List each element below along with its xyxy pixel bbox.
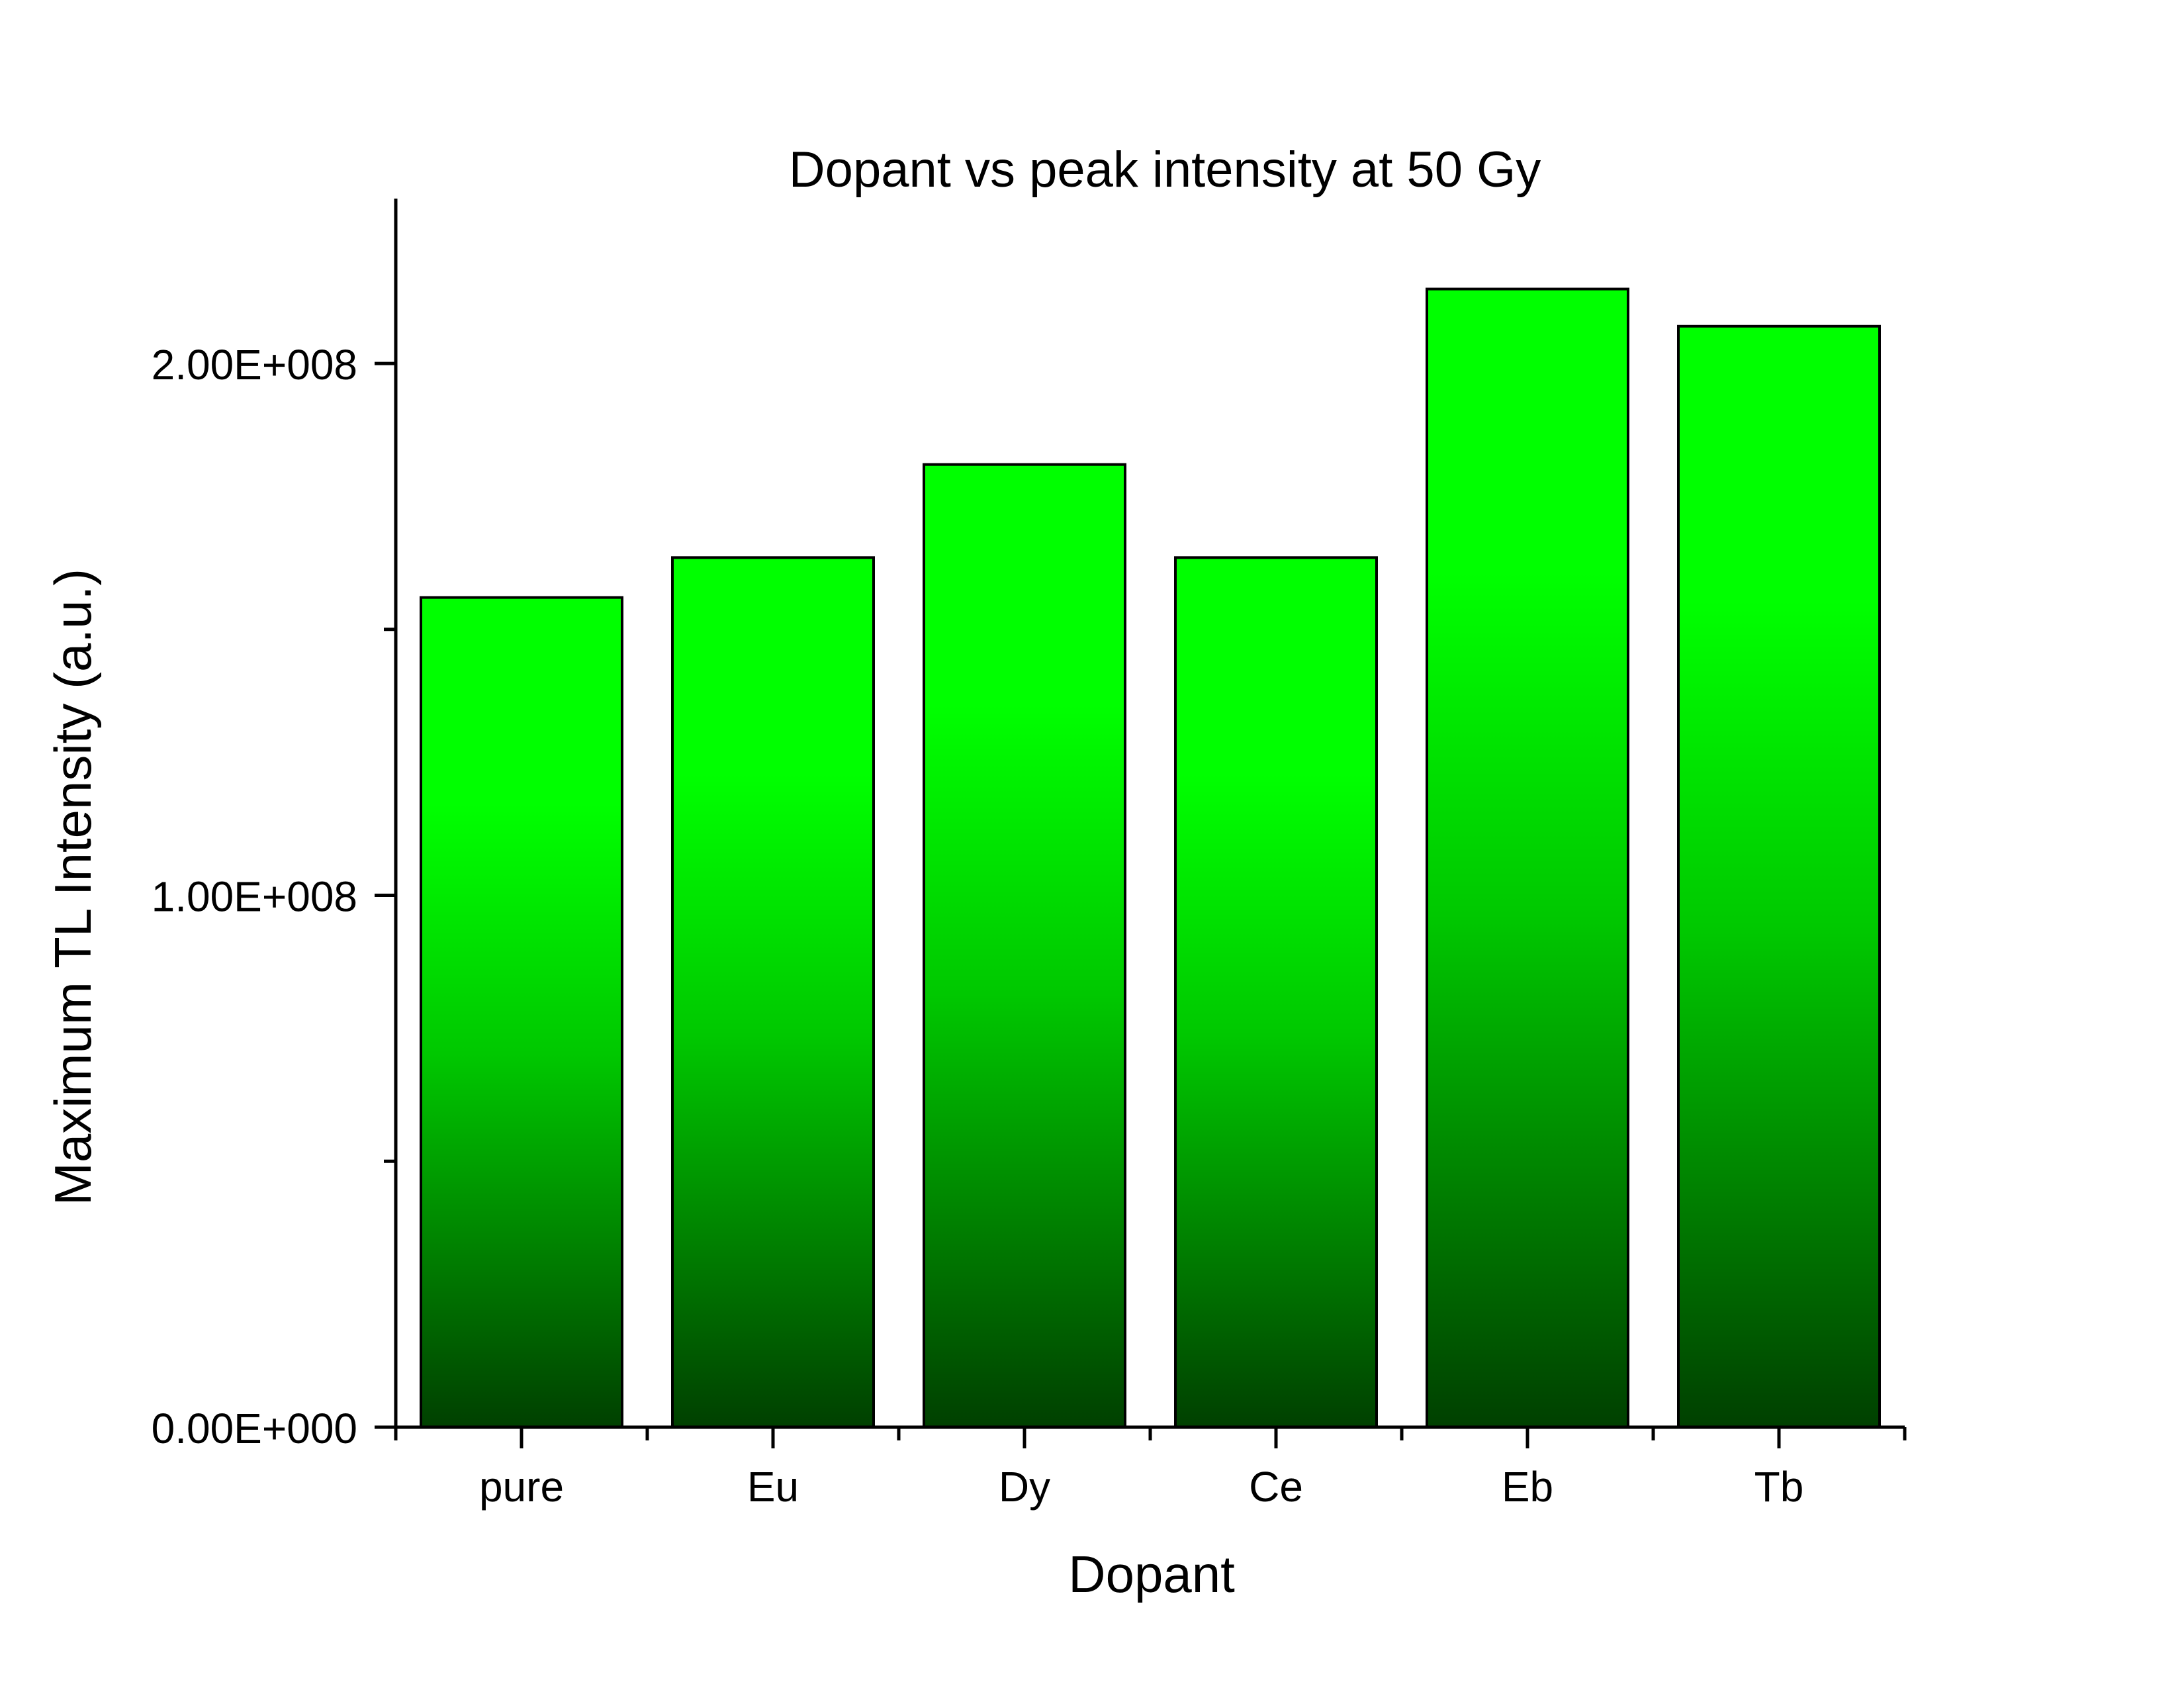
y-tick-label: 0.00E+000 [152, 1405, 357, 1452]
y-tick-label: 2.00E+008 [152, 341, 357, 389]
bar-tb [1677, 324, 1881, 1429]
y-tick-label: 1.00E+008 [152, 873, 357, 921]
x-tick-label: Eu [747, 1463, 799, 1511]
chart-title: Dopant vs peak intensity at 50 Gy [789, 142, 1541, 198]
bar-pure [420, 596, 623, 1429]
x-tick-label: Eb [1502, 1463, 1553, 1511]
bar-dy [923, 463, 1126, 1429]
bar-eu [671, 556, 875, 1429]
x-tick-label: pure [479, 1463, 564, 1511]
y-axis-label: Maximum TL Intensity (a.u.) [44, 569, 102, 1205]
bars-layer [420, 287, 1881, 1429]
ticks-layer: 0.00E+000 1.00E+008 2.00E+008 pure Eu Dy Ce Eb T… [152, 341, 1907, 1511]
bar-ce [1174, 556, 1378, 1429]
x-tick-label: Ce [1249, 1463, 1303, 1511]
x-axis-label: Dopant [1068, 1545, 1235, 1603]
x-tick-label: Dy [999, 1463, 1050, 1511]
bar-eb [1426, 287, 1629, 1429]
x-tick-label: Tb [1754, 1463, 1804, 1511]
